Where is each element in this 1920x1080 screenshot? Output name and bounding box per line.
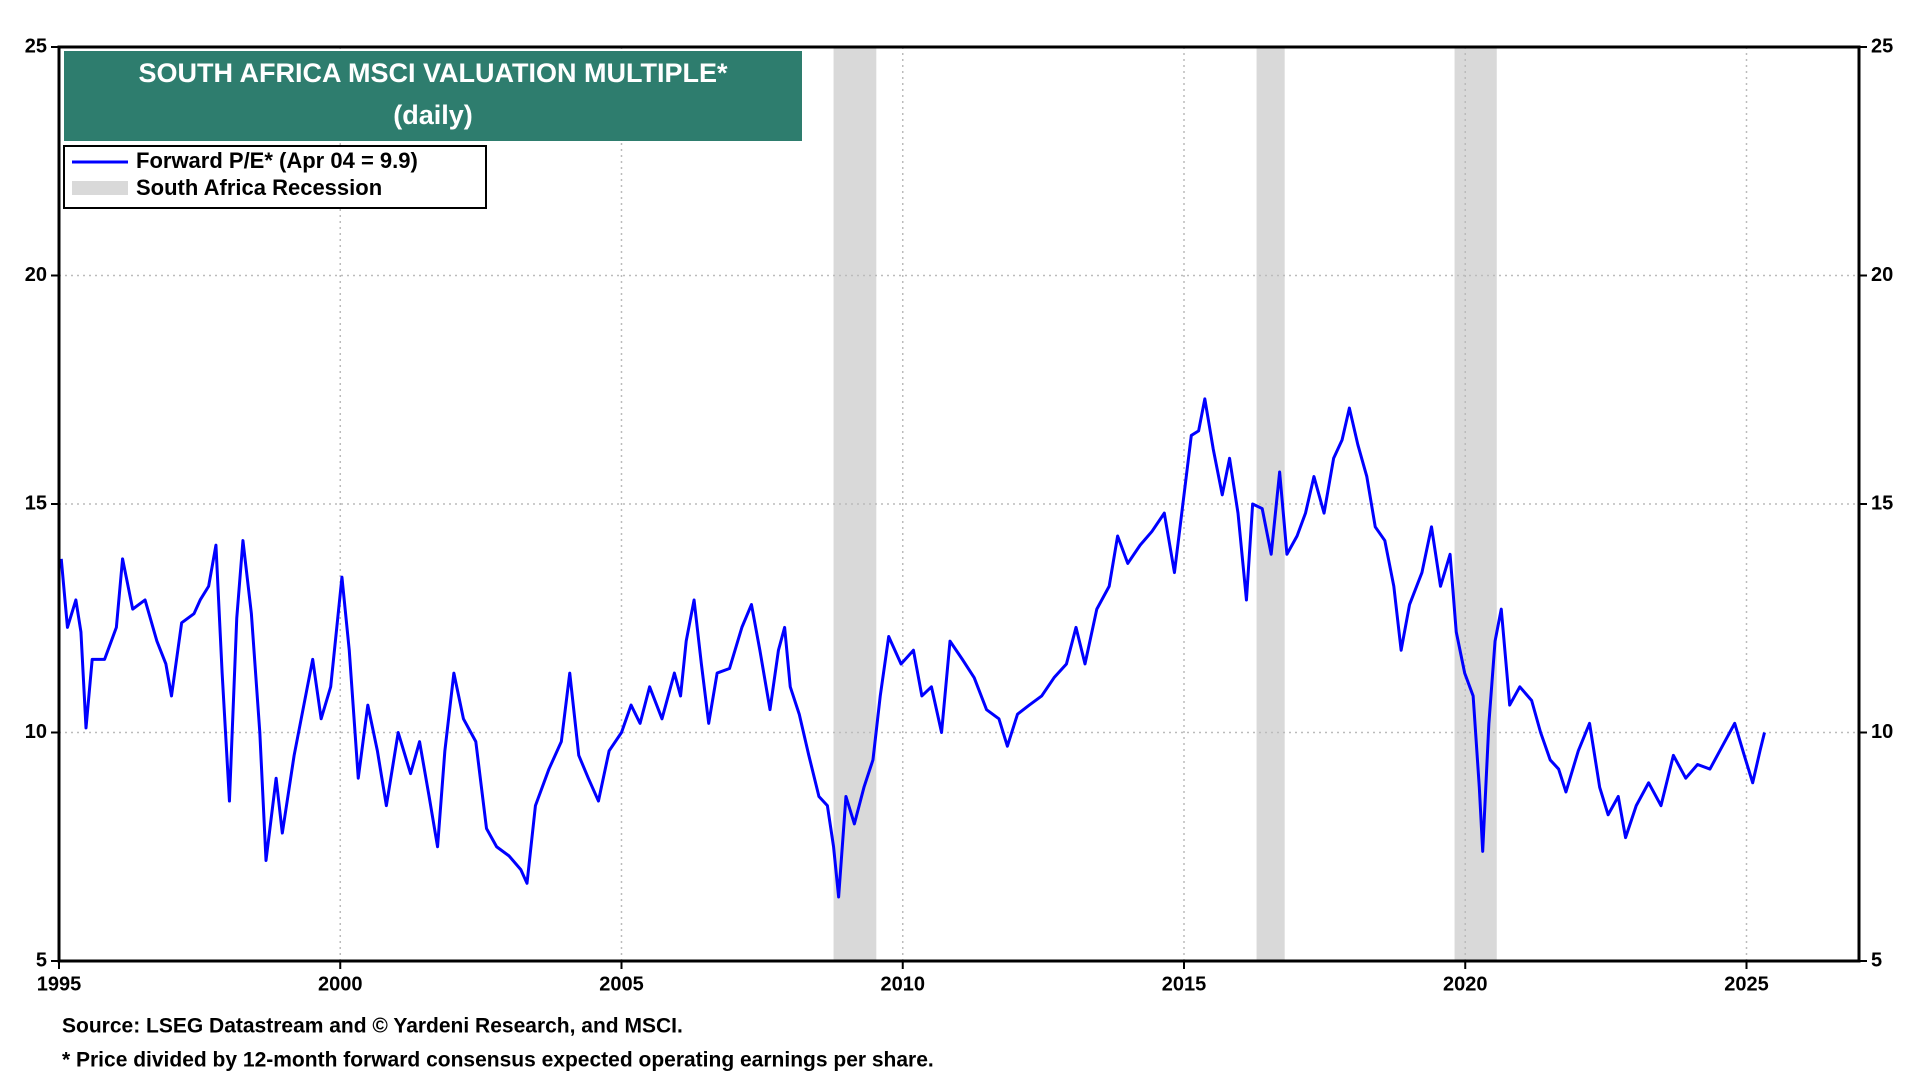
chart-subtitle: (daily)	[393, 100, 473, 130]
y2-tick-label: 20	[1871, 264, 1893, 286]
series-line	[59, 397, 1766, 899]
y-tick-label: 10	[25, 721, 47, 743]
footnote: * Price divided by 12-month forward cons…	[62, 1049, 934, 1072]
plot-frame	[57, 45, 1861, 963]
recession-band	[1256, 47, 1285, 961]
x-tick-label: 2020	[1443, 973, 1488, 995]
legend-swatch	[72, 181, 128, 195]
x-tick-label: 2000	[318, 973, 363, 995]
x-tick-label: 2025	[1724, 973, 1769, 995]
y2-tick-label: 5	[1871, 949, 1882, 971]
chart-title: SOUTH AFRICA MSCI VALUATION MULTIPLE*	[139, 58, 728, 88]
y2-tick-label: 10	[1871, 721, 1893, 743]
y2-tick-label: 25	[1871, 35, 1893, 57]
y-tick-label: 5	[36, 949, 47, 971]
y-tick-label: 25	[25, 35, 47, 57]
x-tick-label: 2010	[881, 973, 926, 995]
title-box	[64, 51, 802, 141]
y-tick-label: 20	[25, 264, 47, 286]
legend-label: Forward P/E* (Apr 04 = 9.9)	[136, 148, 418, 173]
legend-label: South Africa Recession	[136, 175, 382, 200]
x-tick-label: 2005	[599, 973, 644, 995]
x-tick-label: 2015	[1162, 973, 1207, 995]
x-tick-label: 1995	[37, 973, 82, 995]
y-tick-label: 15	[25, 492, 47, 514]
legend-box	[63, 145, 487, 209]
y2-tick-label: 15	[1871, 492, 1893, 514]
source-note: Source: LSEG Datastream and © Yardeni Re…	[62, 1015, 683, 1038]
